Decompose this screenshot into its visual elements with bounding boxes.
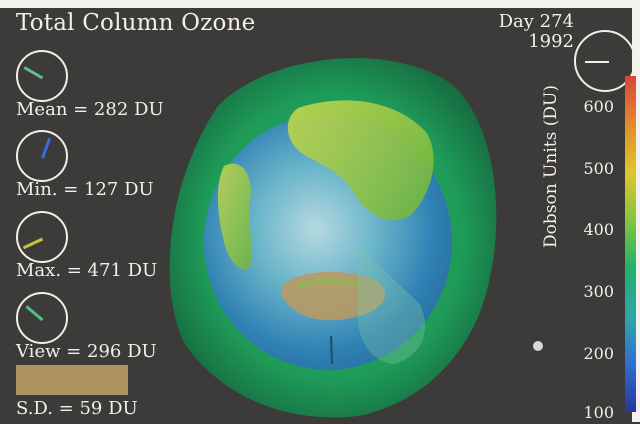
max-gauge-icon bbox=[16, 211, 68, 263]
date-readout: Day 274 1992 bbox=[482, 12, 574, 52]
year-label: 1992 bbox=[528, 31, 574, 52]
colorbar-tick-500: 500 bbox=[583, 159, 614, 178]
ozone-globe bbox=[158, 46, 504, 420]
colorbar-tick-600: 600 bbox=[583, 97, 614, 116]
view-stat: View = 296 DU bbox=[16, 341, 157, 362]
sd-swatch bbox=[16, 365, 128, 395]
pole-marker bbox=[330, 335, 333, 365]
date-dial-icon bbox=[574, 30, 636, 92]
axis-marker-dot bbox=[533, 341, 543, 351]
colorbar-tick-400: 400 bbox=[583, 220, 614, 239]
ozone-globe-graphic bbox=[169, 58, 497, 418]
colorbar-strip bbox=[625, 76, 636, 412]
colorbar-tick-300: 300 bbox=[583, 282, 614, 301]
landmass-west bbox=[217, 163, 252, 270]
ozone-shading bbox=[357, 246, 425, 364]
sd-stat: S.D. = 59 DU bbox=[16, 398, 138, 419]
dial-hand bbox=[585, 61, 609, 63]
day-label: Day 274 bbox=[498, 11, 574, 32]
min-stat: Min. = 127 DU bbox=[16, 179, 154, 200]
colorbar-tick-100: 100 bbox=[583, 403, 614, 422]
colorbar-tick-200: 200 bbox=[583, 344, 614, 363]
mean-stat: Mean = 282 DU bbox=[16, 99, 164, 120]
antarctica-rim bbox=[297, 278, 363, 289]
view-gauge-icon bbox=[16, 292, 68, 344]
landmass-north bbox=[287, 100, 434, 221]
top-border bbox=[0, 0, 640, 8]
max-stat: Max. = 471 DU bbox=[16, 260, 158, 281]
chart-title: Total Column Ozone bbox=[16, 10, 256, 36]
mean-gauge-icon bbox=[16, 50, 68, 102]
min-gauge-icon bbox=[16, 130, 68, 182]
colorbar-title: Dobson Units (DU) bbox=[541, 85, 561, 248]
